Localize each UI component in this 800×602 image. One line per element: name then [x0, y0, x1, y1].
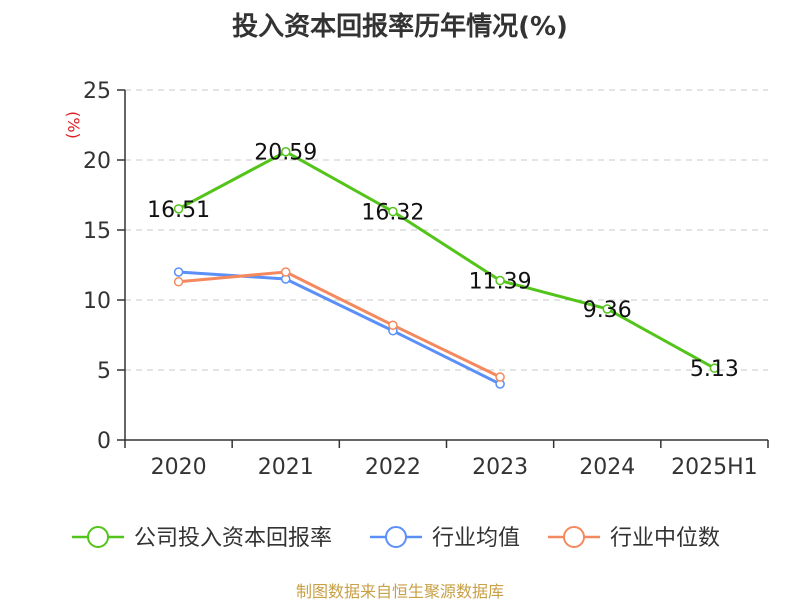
data-label: 11.39 — [469, 270, 532, 295]
source-note: 制图数据来自恒生聚源数据库 — [295, 582, 504, 601]
data-point — [602, 304, 612, 314]
data-label: 9.36 — [583, 298, 632, 323]
data-point — [173, 267, 184, 277]
legend-marker — [563, 526, 585, 548]
data-point — [388, 206, 398, 217]
legend-item: 公司投入资本回报率 — [72, 526, 332, 551]
y-tick-label: 20 — [83, 149, 111, 174]
chart-title: 投入资本回报率历年情况(%) — [232, 12, 568, 42]
legend-marker — [385, 526, 407, 548]
x-tick-label: 2020 — [151, 455, 207, 480]
legend-label: 公司投入资本回报率 — [134, 526, 332, 551]
legend-marker — [87, 526, 109, 548]
legend-item: 行业均值 — [370, 526, 520, 551]
data-point — [173, 204, 184, 214]
data-label: 5.13 — [690, 357, 739, 382]
y-tick-label: 15 — [83, 219, 111, 244]
y-tick-label: 25 — [83, 79, 111, 104]
data-point — [388, 320, 398, 330]
data-label: 20.59 — [254, 141, 317, 166]
y-axis-label: (%) — [64, 111, 83, 139]
x-tick-label: 2024 — [579, 455, 635, 480]
y-tick-label: 5 — [97, 359, 111, 384]
data-point — [281, 267, 291, 277]
legend-label: 行业中位数 — [610, 526, 720, 551]
y-tick-label: 0 — [97, 429, 111, 454]
series-line — [178, 270, 501, 386]
data-point — [173, 277, 184, 287]
x-tick-label: 2021 — [258, 455, 314, 480]
data-label: 16.51 — [147, 198, 210, 223]
data-point — [495, 372, 505, 382]
x-tick-label: 2022 — [365, 455, 421, 480]
data-point — [281, 146, 291, 157]
x-tick-label: 2023 — [472, 455, 528, 480]
legend-item: 行业中位数 — [548, 526, 720, 551]
x-tick-label: 2025H1 — [671, 455, 758, 480]
data-label: 16.32 — [361, 201, 424, 226]
data-point — [709, 363, 720, 373]
data-point — [495, 275, 505, 286]
y-tick-label: 10 — [83, 289, 111, 314]
series-line — [178, 270, 501, 379]
series-line — [177, 150, 716, 370]
legend-label: 行业均值 — [432, 526, 520, 551]
